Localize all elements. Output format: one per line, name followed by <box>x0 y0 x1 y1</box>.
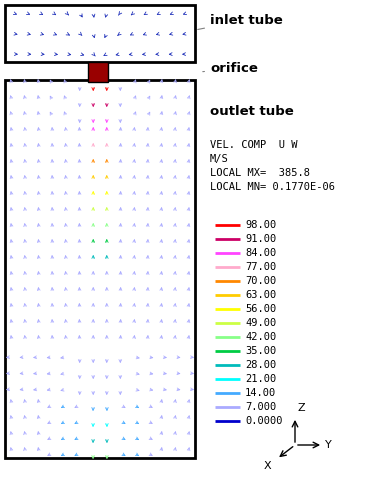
Text: 63.00: 63.00 <box>245 290 276 300</box>
Text: X: X <box>263 461 271 471</box>
Text: orifice: orifice <box>203 61 258 75</box>
Text: 91.00: 91.00 <box>245 234 276 244</box>
Text: 21.00: 21.00 <box>245 374 276 384</box>
Text: 70.00: 70.00 <box>245 276 276 286</box>
Text: 14.00: 14.00 <box>245 388 276 398</box>
Text: outlet tube: outlet tube <box>210 105 294 118</box>
Bar <box>5 80 195 458</box>
Text: 98.00: 98.00 <box>245 220 276 230</box>
Bar <box>88 62 108 82</box>
Text: 28.00: 28.00 <box>245 360 276 370</box>
Text: inlet tube: inlet tube <box>198 14 283 30</box>
Text: 42.00: 42.00 <box>245 332 276 342</box>
Text: VEL. COMP  U W
M/S
LOCAL MX=  385.8
LOCAL MN= 0.1770E-06: VEL. COMP U W M/S LOCAL MX= 385.8 LOCAL … <box>210 140 335 192</box>
Text: Z: Z <box>297 403 304 413</box>
Bar <box>5 5 195 62</box>
Text: 0.0000: 0.0000 <box>245 416 283 426</box>
Text: 49.00: 49.00 <box>245 318 276 328</box>
Text: 56.00: 56.00 <box>245 304 276 314</box>
Text: 77.00: 77.00 <box>245 262 276 272</box>
Text: 7.000: 7.000 <box>245 402 276 412</box>
Text: 84.00: 84.00 <box>245 248 276 258</box>
Text: 35.00: 35.00 <box>245 346 276 356</box>
Text: Y: Y <box>325 440 332 450</box>
